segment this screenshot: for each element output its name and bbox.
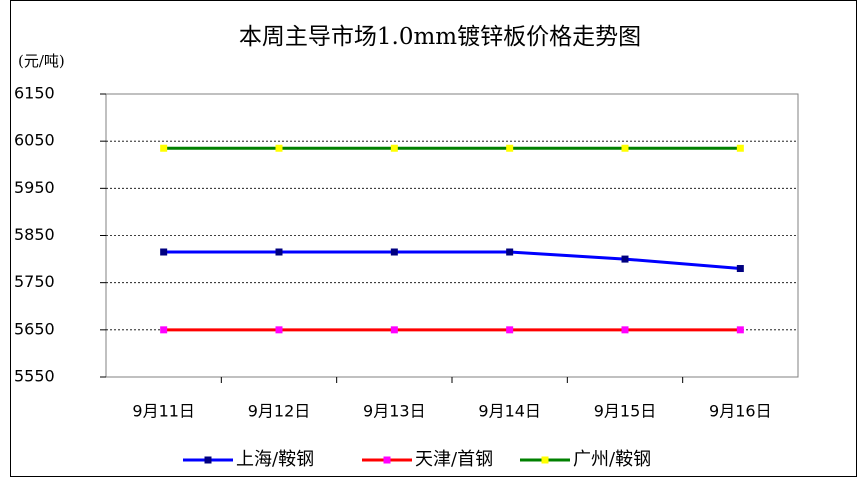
data-point	[390, 144, 398, 152]
data-point	[621, 326, 629, 334]
x-tick-label: 9月13日	[363, 402, 426, 421]
x-tick-label: 9月12日	[248, 402, 311, 421]
x-tick-label: 9月16日	[709, 402, 772, 421]
data-point	[736, 326, 744, 334]
data-point	[390, 326, 398, 334]
legend-marker	[383, 456, 391, 464]
y-tick-label: 5650	[14, 319, 55, 338]
data-point	[736, 265, 744, 273]
y-tick-label: 5750	[14, 272, 55, 291]
y-tick-label: 5850	[14, 225, 55, 244]
data-point	[160, 248, 168, 256]
x-tick-label: 9月11日	[132, 402, 195, 421]
data-point	[506, 248, 514, 256]
data-point	[736, 144, 744, 152]
data-point	[506, 326, 514, 334]
chart-frame	[10, 0, 857, 477]
x-tick-label: 9月14日	[478, 402, 541, 421]
y-tick-label: 6150	[14, 84, 55, 103]
series-line	[163, 250, 741, 271]
data-point	[160, 144, 168, 152]
data-point	[160, 326, 168, 334]
data-point	[506, 144, 514, 152]
data-point	[621, 144, 629, 152]
y-tick-label: 5550	[14, 367, 55, 386]
data-point	[275, 144, 283, 152]
legend-marker	[541, 456, 549, 464]
chart-title: 本周主导市场1.0mm镀锌板价格走势图	[239, 24, 641, 50]
y-tick-label: 5950	[14, 178, 55, 197]
legend-label: 广州/鞍钢	[573, 449, 651, 470]
legend-label: 天津/首钢	[415, 449, 493, 470]
legend-label: 上海/鞍钢	[236, 449, 314, 470]
x-tick-label: 9月15日	[594, 402, 657, 421]
y-unit: (元/吨)	[18, 52, 65, 70]
data-point	[275, 248, 283, 256]
data-point	[390, 248, 398, 256]
data-point	[621, 255, 629, 263]
data-point	[275, 326, 283, 334]
y-tick-label: 6050	[14, 131, 55, 150]
legend-marker	[204, 456, 212, 464]
